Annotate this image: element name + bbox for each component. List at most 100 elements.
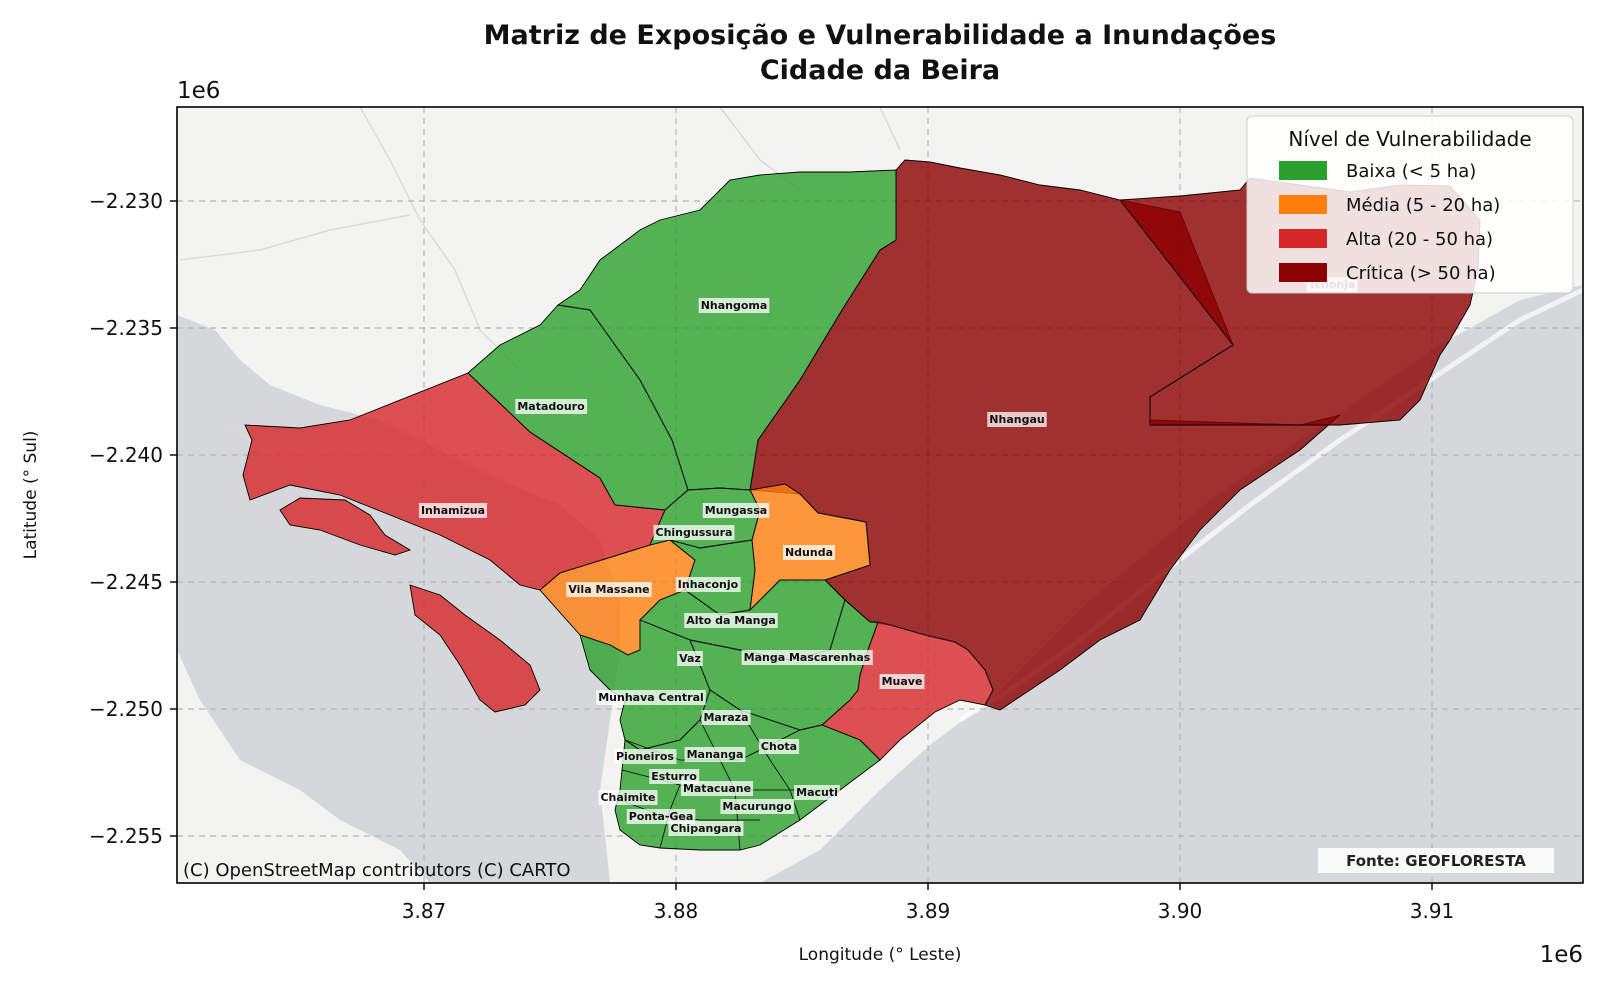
neighborhood-label-alto-da-manga: Alto da Manga xyxy=(684,613,778,628)
x-tick-label-5: 3.91 xyxy=(1410,899,1455,923)
neighborhood-label-ndunda: Ndunda xyxy=(782,545,836,560)
neighborhood-label-background xyxy=(680,781,754,796)
x-axis-offset-text: 1e6 xyxy=(1540,942,1583,968)
neighborhood-name: Chota xyxy=(761,740,797,753)
neighborhood-label-background xyxy=(675,577,741,592)
neighborhood-name: Pioneiros xyxy=(616,750,674,763)
neighborhood-label-munhava-central: Munhava Central xyxy=(596,690,706,705)
neighborhood-label-background xyxy=(598,790,658,805)
neighborhood-label-manga-mascarenhas: Manga Mascarenhas xyxy=(741,650,873,665)
neighborhood-label-mungassa: Mungassa xyxy=(702,503,770,518)
y-axis-offset-text: 1e6 xyxy=(177,78,220,104)
neighborhood-label-ponta-gea: Ponta-Gea xyxy=(626,809,696,824)
neighborhood-name: Vila Massane xyxy=(568,583,649,596)
y-tick-label-1: −2.230 xyxy=(89,189,163,213)
neighborhood-label-matadouro: Matadouro xyxy=(515,399,588,414)
y-tick-label-2: −2.235 xyxy=(89,316,163,340)
neighborhood-label-background xyxy=(684,747,746,762)
basemap-attribution: (C) OpenStreetMap contributors (C) CARTO xyxy=(183,860,571,881)
neighborhood-name: Inhaconjo xyxy=(678,578,739,591)
neighborhood-name: Esturro xyxy=(651,770,697,783)
map-title-line1: Matriz de Exposição e Vulnerabilidade a … xyxy=(484,20,1277,51)
neighborhood-label-chingussura: Chingussura xyxy=(653,525,735,540)
neighborhood-name: Chaimite xyxy=(600,791,655,804)
legend: Nível de Vulnerabilidade Baixa (< 5 ha) … xyxy=(1246,115,1574,294)
y-tick-label-5: −2.250 xyxy=(89,697,163,721)
neighborhood-name: Mananga xyxy=(687,748,744,761)
x-tick-label-4: 3.90 xyxy=(1158,899,1203,923)
neighborhood-label-background xyxy=(566,582,652,597)
legend-label-media: Média (5 - 20 ha) xyxy=(1346,195,1500,216)
neighborhood-label-background xyxy=(758,739,800,754)
neighborhood-name: Inhamizua xyxy=(421,504,485,517)
legend-label-critica: Crítica (> 50 ha) xyxy=(1346,263,1496,284)
neighborhood-label-chaimite: Chaimite xyxy=(598,790,658,805)
legend-swatch-critica xyxy=(1279,263,1327,282)
neighborhood-label-chipangara: Chipangara xyxy=(668,821,744,836)
neighborhood-label-background xyxy=(677,651,703,666)
neighborhood-name: Munhava Central xyxy=(598,691,704,704)
legend-swatch-media xyxy=(1279,195,1327,214)
x-tick-label-3: 3.89 xyxy=(906,899,951,923)
neighborhood-name: Muave xyxy=(882,675,923,688)
neighborhood-label-vila-massane: Vila Massane xyxy=(566,582,652,597)
neighborhood-name: Nhangau xyxy=(989,413,1044,426)
neighborhood-label-maraza: Maraza xyxy=(701,710,751,725)
legend-label-baixa: Baixa (< 5 ha) xyxy=(1346,161,1476,182)
y-axis-label: Latitude (° Sul) xyxy=(21,431,41,560)
legend-label-alta: Alta (20 - 50 ha) xyxy=(1346,229,1493,250)
legend-title: Nível de Vulnerabilidade xyxy=(1288,127,1531,151)
neighborhood-label-nhangau: Nhangau xyxy=(987,412,1047,427)
polygon-inhamizua-island2 xyxy=(409,584,541,713)
neighborhood-name: Maraza xyxy=(703,711,748,724)
neighborhood-name: Ndunda xyxy=(785,546,833,559)
x-tick-label-2: 3.88 xyxy=(654,899,699,923)
legend-swatch-baixa xyxy=(1279,161,1327,180)
neighborhood-label-pioneiros: Pioneiros xyxy=(614,749,677,764)
neighborhood-label-background xyxy=(668,821,744,836)
legend-swatch-alta xyxy=(1279,229,1327,248)
neighborhood-label-background xyxy=(653,525,735,540)
axes-frame xyxy=(176,106,1584,884)
neighborhood-label-background xyxy=(987,412,1047,427)
neighborhood-label-background xyxy=(596,690,706,705)
neighborhood-label-esturro: Esturro xyxy=(649,769,700,784)
neighborhood-label-background xyxy=(701,710,751,725)
neighborhood-label-background xyxy=(418,503,488,518)
source-box xyxy=(1318,848,1554,873)
neighborhood-label-inhaconjo: Inhaconjo xyxy=(675,577,741,592)
neighborhood-label-vaz: Vaz xyxy=(677,651,703,666)
neighborhood-name: Macuti xyxy=(796,786,838,799)
neighborhood-label-background xyxy=(698,298,770,313)
neighborhood-label-chota: Chota xyxy=(758,739,800,754)
neighborhood-label-macuti: Macuti xyxy=(794,785,840,800)
neighborhood-name: Matacuane xyxy=(683,782,751,795)
neighborhood-name: Matadouro xyxy=(517,400,585,413)
x-axis-label: Longitude (° Leste) xyxy=(799,945,962,965)
neighborhood-label-background xyxy=(702,503,770,518)
neighborhood-name: Nhangoma xyxy=(701,299,768,312)
x-axis-ticks xyxy=(423,883,1433,890)
neighborhood-label-background xyxy=(649,769,700,784)
basemap-sea xyxy=(760,285,1583,883)
neighborhood-label-background xyxy=(879,674,925,689)
map-title-line2: Cidade da Beira xyxy=(760,55,1000,86)
neighborhood-label-macurungo: Macurungo xyxy=(720,799,795,814)
neighborhood-label-background xyxy=(684,613,778,628)
y-axis-ticks xyxy=(170,200,177,837)
neighborhood-label-mananga: Mananga xyxy=(684,747,746,762)
neighborhood-label-muave: Muave xyxy=(879,674,925,689)
neighborhood-name: Ponta-Gea xyxy=(629,810,694,823)
neighborhood-label-background xyxy=(794,785,840,800)
polygon-inhamizua-island1 xyxy=(279,497,412,556)
neighborhood-name: Mungassa xyxy=(705,504,767,517)
y-tick-label-6: −2.255 xyxy=(89,824,163,848)
neighborhood-label-background xyxy=(626,809,696,824)
neighborhood-name: Manga Mascarenhas xyxy=(744,651,871,664)
neighborhood-label-nhangoma: Nhangoma xyxy=(698,298,770,313)
polygons-alta xyxy=(242,372,994,761)
neighborhood-name: Alto da Manga xyxy=(686,614,776,627)
legend-box xyxy=(1246,115,1574,294)
neighborhood-label-inhamizua: Inhamizua xyxy=(418,503,488,518)
